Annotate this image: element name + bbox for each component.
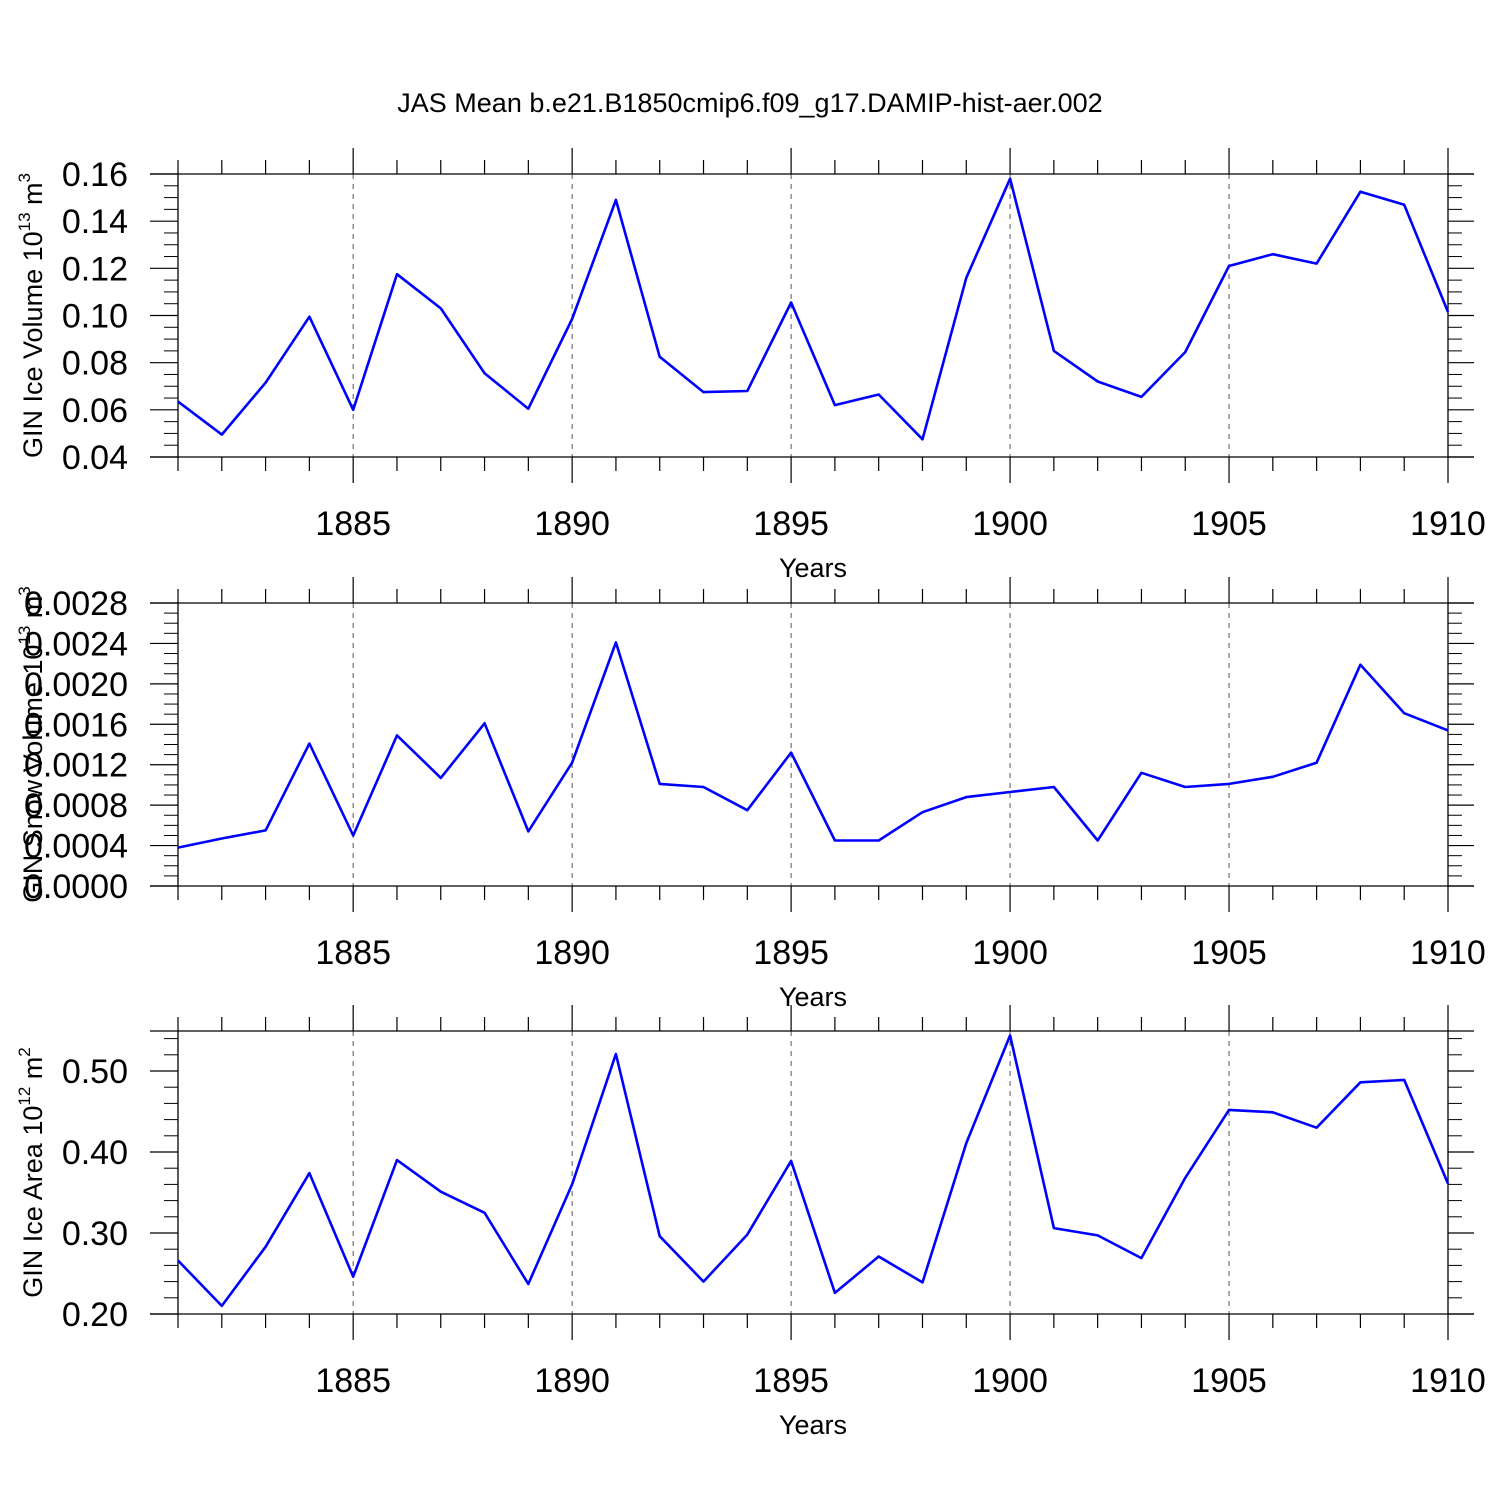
y-axis-label-unit: m: [18, 182, 48, 212]
panel-2: 1885 1890 1895 1900 1905 1910Years0.00000.000…: [15, 577, 1486, 1012]
x-axis-label: Years: [779, 1410, 847, 1440]
y-axis-label-exponent: 13: [15, 626, 34, 645]
y-tick-label: 0.20: [62, 1296, 128, 1334]
y-axis-label: GIN Snow Volume 1013 m3: [15, 586, 48, 903]
y-tick-label: 0.04: [62, 439, 128, 477]
x-tick-label: 1890: [534, 1362, 610, 1400]
y-tick-label: 0.0028: [24, 585, 128, 623]
y-axis-label-text: GIN Ice Area 10: [18, 1106, 48, 1298]
y-tick-label: 0.0004: [24, 828, 128, 866]
y-axis-label-text: GIN Ice Volume 10: [18, 231, 48, 458]
x-tick-label: 1895: [753, 1362, 829, 1400]
y-tick-label: 0.30: [62, 1215, 128, 1253]
series-line-2: [177, 641, 1449, 849]
x-tick-label: 1890: [534, 505, 610, 543]
y-tick-label: 0.50: [62, 1053, 128, 1091]
x-tick-label: 1905: [1191, 934, 1267, 972]
x-tick-label: 1885: [315, 934, 391, 972]
y-axis-label-unit: m: [18, 1057, 48, 1087]
y-tick-label: 0.0024: [24, 625, 128, 663]
figure-title: JAS Mean b.e21.B1850cmip6.f09_g17.DAMIP-…: [397, 88, 1102, 118]
y-tick-label: 0.10: [62, 298, 128, 336]
y-tick-label: 0.08: [62, 345, 128, 383]
y-tick-label: 0.0000: [24, 868, 128, 906]
x-axis-label: Years: [779, 982, 847, 1012]
y-tick-label: 0.0008: [24, 787, 128, 825]
x-tick-label: 1910: [1410, 1362, 1486, 1400]
y-axis-label-exponent: 12: [15, 1087, 34, 1106]
y-tick-label: 0.40: [62, 1134, 128, 1172]
y-axis-label-unit: m: [18, 596, 48, 626]
y-tick-label: 0.06: [62, 392, 128, 430]
y-tick-label: 0.0020: [24, 666, 128, 704]
y-tick-label: 0.0016: [24, 706, 128, 744]
y-tick-label: 0.16: [62, 156, 128, 194]
x-axis-label: Years: [779, 553, 847, 583]
x-tick-label: 1900: [972, 1362, 1048, 1400]
x-tick-label: 1900: [972, 505, 1048, 543]
x-tick-label: 1885: [315, 1362, 391, 1400]
y-axis-label-unit-exponent: 3: [15, 586, 34, 595]
x-tick-label: 1900: [972, 934, 1048, 972]
y-axis-label-exponent: 13: [15, 212, 34, 231]
y-axis-label-text: GIN Snow Volume 10: [18, 645, 48, 903]
y-tick-label: 0.12: [62, 250, 128, 288]
x-tick-label: 1910: [1410, 505, 1486, 543]
panel-1: 1885 1890 1895 1900 1905 1910 Years 0.04 0.06 0.0…: [15, 148, 1486, 583]
y-tick-label: 0.0012: [24, 747, 128, 785]
panels: 1885 1890 1895 1900 1905 1910 Years 0.04 0.06 0.0…: [15, 148, 1486, 1440]
x-tick-label: 1890: [534, 934, 610, 972]
x-tick-label: 1895: [753, 505, 829, 543]
x-tick-label: 1895: [753, 934, 829, 972]
y-axis-label: GIN Ice Volume 1013 m3: [15, 173, 48, 458]
x-tick-label: 1910: [1410, 934, 1486, 972]
y-axis-label-unit-exponent: 2: [15, 1047, 34, 1056]
y-tick-label: 0.14: [62, 203, 128, 241]
x-tick-label: 1885: [315, 505, 391, 543]
series-line-1: [177, 177, 1450, 441]
x-tick-label: 1905: [1191, 505, 1267, 543]
x-tick-label: 1905: [1191, 1362, 1267, 1400]
series-line-3: [177, 1034, 1450, 1308]
y-axis-label-unit-exponent: 3: [15, 173, 34, 182]
panel-3: 1885 1890 1895 1900 1905 1910 Years 0.20 0.30 0.4…: [15, 1005, 1486, 1440]
y-axis-label: GIN Ice Area 1012 m2: [15, 1047, 48, 1298]
